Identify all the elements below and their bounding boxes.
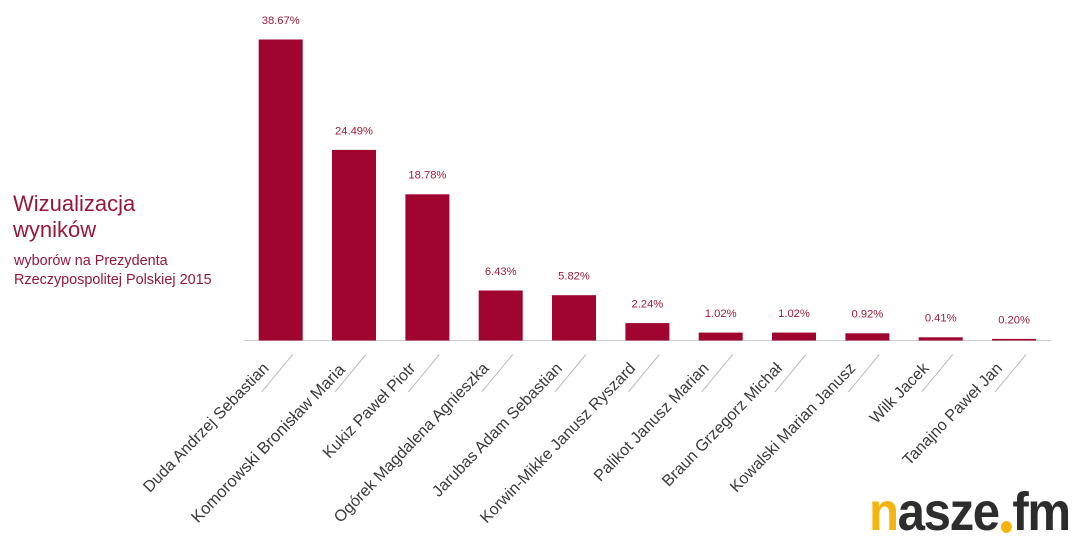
svg-text:24.49%: 24.49% <box>335 125 373 137</box>
svg-text:18.78%: 18.78% <box>408 170 446 182</box>
svg-text:Ogórek Magdalena Agnieszka: Ogórek Magdalena Agnieszka <box>330 359 492 526</box>
svg-text:Duda Andrzej Sebastian: Duda Andrzej Sebastian <box>140 359 273 496</box>
svg-text:38.67%: 38.67% <box>262 15 300 27</box>
svg-text:0.41%: 0.41% <box>925 313 957 325</box>
svg-text:5.82%: 5.82% <box>558 271 590 283</box>
svg-text:Jarubas Adam Sebastian: Jarubas Adam Sebastian <box>429 359 566 500</box>
svg-text:Braun Grzegorz Michał: Braun Grzegorz Michał <box>659 359 787 490</box>
svg-text:2.24%: 2.24% <box>632 299 664 311</box>
svg-text:1.02%: 1.02% <box>778 308 810 320</box>
svg-text:Kowalski Marian Janusz: Kowalski Marian Janusz <box>726 359 859 496</box>
svg-text:1.02%: 1.02% <box>705 308 737 320</box>
svg-text:Wilk Jacek: Wilk Jacek <box>866 359 933 428</box>
svg-text:0.20%: 0.20% <box>998 314 1030 326</box>
svg-text:6.43%: 6.43% <box>485 266 517 278</box>
svg-text:Korwin-Mikke Janusz Ryszard: Korwin-Mikke Janusz Ryszard <box>477 359 640 527</box>
svg-text:0.92%: 0.92% <box>852 309 884 321</box>
